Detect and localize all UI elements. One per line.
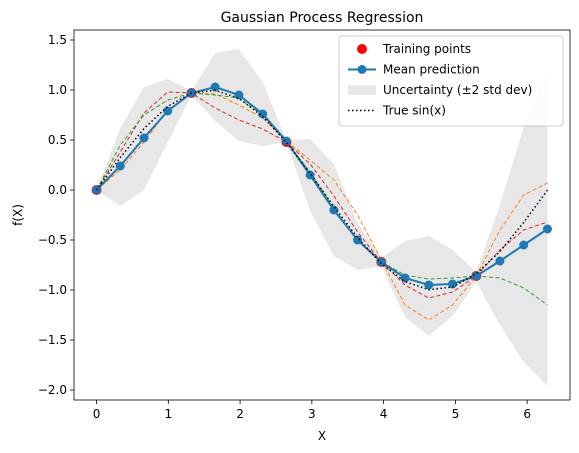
mean-prediction-point bbox=[115, 161, 125, 171]
x-tick-label: 4 bbox=[380, 407, 388, 421]
mean-prediction-point bbox=[258, 109, 268, 119]
axes-frame bbox=[73, 29, 571, 401]
mean-prediction-point bbox=[353, 235, 363, 245]
x-tick-label: 6 bbox=[523, 407, 531, 421]
x-tick-label: 1 bbox=[164, 407, 172, 421]
legend-label-uncertainty: Uncertainty (±2 std dev) bbox=[383, 83, 532, 97]
mean-prediction-point bbox=[448, 279, 458, 289]
mean-prediction-point bbox=[542, 224, 552, 234]
legend-label-training-points: Training points bbox=[382, 42, 471, 56]
mean-prediction-point bbox=[400, 273, 410, 283]
x-tick-label: 3 bbox=[308, 407, 316, 421]
mean-prediction-point bbox=[495, 256, 505, 266]
y-tick-label: −1.5 bbox=[38, 333, 67, 347]
y-tick-label: 0.0 bbox=[48, 183, 67, 197]
mean-prediction-point bbox=[305, 170, 315, 180]
mean-prediction-point bbox=[139, 133, 149, 143]
legend-label-mean-prediction: Mean prediction bbox=[383, 63, 480, 77]
legend-label-true-function: True sin(x) bbox=[382, 104, 446, 118]
x-axis-label: X bbox=[318, 429, 326, 443]
uncertainty-band bbox=[96, 49, 548, 386]
y-axis-label: f(X) bbox=[11, 204, 25, 226]
mean-prediction-point bbox=[163, 106, 173, 116]
x-tick-label: 2 bbox=[236, 407, 244, 421]
legend-patch-uncertainty bbox=[348, 85, 376, 95]
x-tick-label: 0 bbox=[93, 407, 101, 421]
y-tick-label: 0.5 bbox=[48, 133, 67, 147]
legend-marker-mean-prediction bbox=[357, 65, 367, 74]
y-tick-label: 1.0 bbox=[48, 83, 67, 97]
mean-prediction-point bbox=[376, 257, 386, 267]
axes: 0 1 2 3 4 5 6 −2.0 −1.5 −1.0 −0.5 0.0 0.5 1.0 1.5 bbox=[38, 29, 571, 421]
y-tick-label: −2.0 bbox=[38, 383, 67, 397]
mean-prediction-point bbox=[471, 271, 481, 281]
chart-title: Gaussian Process Regression bbox=[221, 10, 424, 26]
mean-prediction-point bbox=[424, 280, 434, 290]
mean-prediction-point bbox=[329, 205, 339, 215]
mean-prediction-point bbox=[210, 82, 220, 92]
x-tick-label: 5 bbox=[452, 407, 460, 421]
mean-prediction-point bbox=[234, 90, 244, 100]
y-tick-label: 1.5 bbox=[48, 33, 67, 47]
y-tick-label: −1.0 bbox=[38, 283, 67, 297]
y-tick-label: −0.5 bbox=[38, 233, 67, 247]
mean-prediction-point bbox=[519, 240, 529, 250]
plot-area bbox=[91, 49, 552, 386]
legend: Training points Mean prediction Uncertai… bbox=[338, 35, 564, 127]
mean-prediction-point bbox=[281, 136, 291, 146]
legend-marker-training-points bbox=[357, 44, 367, 54]
legend-frame bbox=[338, 35, 564, 127]
